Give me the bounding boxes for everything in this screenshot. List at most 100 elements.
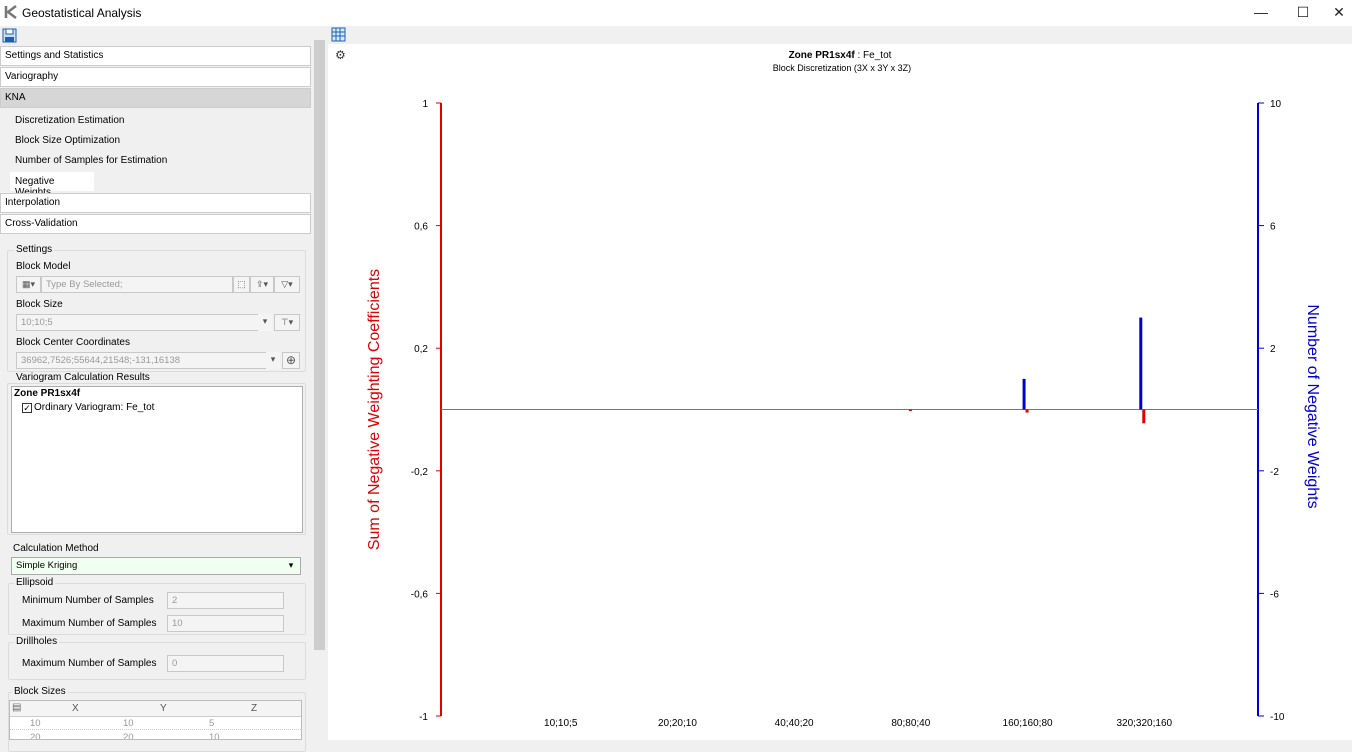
- block-sizes-table: ▤ X Y Z 10 10 5 20 20 10: [9, 700, 302, 740]
- settings-group-label: Settings: [14, 244, 55, 255]
- table-header: ▤ X Y Z: [10, 701, 301, 717]
- right-tick-label: -2: [1270, 467, 1279, 478]
- max-samples-label: Maximum Number of Samples: [22, 618, 157, 629]
- min-samples-label: Minimum Number of Samples: [22, 595, 154, 606]
- bar-negative-coefficients-sum: [1025, 409, 1029, 413]
- cell[interactable]: 10: [30, 718, 41, 729]
- nav-negative-weights[interactable]: Negative Weights: [10, 172, 94, 198]
- calc-method-select[interactable]: Simple Kriging: [11, 557, 301, 575]
- settings-group: [7, 250, 306, 372]
- variogram-tree: Zone PR1sx4f ✓ Ordinary Variogram: Fe_to…: [11, 386, 303, 533]
- tree-variogram-item[interactable]: Ordinary Variogram: Fe_tot: [34, 402, 155, 413]
- drillholes-max-samples-label: Maximum Number of Samples: [22, 658, 157, 669]
- app-logo-icon: [4, 5, 17, 19]
- tree-zone-label: Zone PR1sx4f: [14, 388, 81, 399]
- x-tick-label: 40;40;20: [775, 718, 814, 729]
- close-button[interactable]: ✕: [1333, 4, 1345, 20]
- right-tick-label: 2: [1270, 344, 1276, 355]
- crosshair-icon[interactable]: ⊕: [282, 352, 300, 369]
- block-size-label: Block Size: [16, 299, 63, 310]
- nav-variography[interactable]: Variography: [0, 67, 311, 87]
- calc-method-label: Calculation Method: [13, 543, 99, 554]
- drillholes-group: [8, 642, 306, 680]
- right-tick-label: -6: [1270, 589, 1279, 600]
- bar-negative-weights-count: [1139, 317, 1143, 410]
- table-row[interactable]: 10 10 5: [10, 717, 301, 730]
- nav-interpolation[interactable]: Interpolation: [0, 193, 311, 213]
- bar-negative-coefficients-sum: [1142, 409, 1146, 424]
- chevron-down-icon[interactable]: ▾: [258, 314, 272, 331]
- x-tick-label: 10;10;5: [544, 718, 578, 729]
- chevron-down-icon[interactable]: ▾: [266, 352, 280, 369]
- col-header-z[interactable]: Z: [251, 703, 258, 714]
- chart-area: ⚙ Zone PR1sx4f : Fe_tot Block Discretiza…: [328, 44, 1352, 740]
- left-tick-label: 0,6: [414, 222, 428, 233]
- filter-icon[interactable]: ▽▾: [274, 276, 300, 293]
- block-model-input[interactable]: Type By Selected;: [41, 276, 233, 293]
- table-menu-icon[interactable]: ▤: [12, 702, 22, 713]
- cell[interactable]: 20: [30, 732, 41, 740]
- ellipsoid-group-label: Ellipsoid: [14, 577, 56, 588]
- chevron-down-icon[interactable]: ▾: [288, 560, 294, 570]
- ruler-icon[interactable]: ⊤▾: [274, 314, 300, 331]
- block-sizes-group-label: Block Sizes: [12, 686, 68, 697]
- x-tick-label: 20;20;10: [658, 718, 697, 729]
- cell[interactable]: 5: [209, 718, 215, 729]
- block-size-input[interactable]: 10;10;5: [16, 314, 272, 331]
- minimize-button[interactable]: —: [1254, 4, 1268, 20]
- nav-number-of-samples[interactable]: Number of Samples for Estimation: [15, 155, 168, 166]
- nav-kna[interactable]: KNA: [0, 88, 311, 108]
- ellipsoid-group: [8, 583, 306, 635]
- left-tick-label: 0,2: [414, 344, 428, 355]
- nav-block-size-optimization[interactable]: Block Size Optimization: [15, 135, 121, 146]
- select-icon[interactable]: ⬚: [233, 276, 250, 293]
- right-tick-label: 6: [1270, 222, 1276, 233]
- bar-negative-coefficients-sum: [908, 409, 912, 411]
- variogram-checkbox[interactable]: ✓: [22, 403, 32, 413]
- title-bar: Geostatistical Analysis — ☐ ✕: [0, 0, 1352, 26]
- block-model-picker-icon[interactable]: ▦▾: [16, 276, 41, 293]
- block-center-label: Block Center Coordinates: [16, 337, 130, 348]
- block-center-input[interactable]: 36962,7526;55644,21548;-131,16138: [16, 352, 280, 369]
- left-tick-label: -0,2: [411, 467, 429, 478]
- drillholes-max-samples-input[interactable]: 0: [167, 655, 284, 672]
- gear-icon[interactable]: ⚙: [335, 48, 346, 62]
- table-grid-icon[interactable]: [331, 27, 346, 42]
- left-tick-label: -1: [419, 712, 428, 723]
- min-samples-input[interactable]: 2: [167, 592, 284, 609]
- chart-title: Zone PR1sx4f: [789, 50, 856, 61]
- table-row[interactable]: 20 20 10: [10, 731, 301, 740]
- variogram-group: [7, 383, 306, 535]
- right-axis-title: Number of Negative Weights: [1304, 304, 1321, 508]
- svg-text:Zone PR1sx4f : Fe_tot: Zone PR1sx4f : Fe_tot: [789, 50, 892, 61]
- left-axis-title: Sum of Negative Weighting Coefficients: [366, 269, 383, 550]
- cell[interactable]: 10: [123, 718, 134, 729]
- x-tick-label: 160;160;80: [1003, 718, 1053, 729]
- maximize-button[interactable]: ☐: [1296, 4, 1310, 20]
- col-header-y[interactable]: Y: [160, 703, 167, 714]
- cell[interactable]: 20: [123, 732, 134, 740]
- left-tick-label: 1: [422, 99, 428, 110]
- nav-settings-and-statistics[interactable]: Settings and Statistics: [0, 46, 311, 66]
- variogram-group-label: Variogram Calculation Results: [14, 372, 152, 383]
- nav-discretization-estimation[interactable]: Discretization Estimation: [15, 115, 125, 126]
- right-tick-label: 10: [1270, 99, 1282, 110]
- nav-cross-validation[interactable]: Cross-Validation: [0, 214, 311, 234]
- window-title: Geostatistical Analysis: [22, 6, 142, 20]
- left-tick-label: -0,6: [411, 589, 429, 600]
- right-tick-label: -10: [1270, 712, 1285, 723]
- chart-svg: Zone PR1sx4f : Fe_tot Block Discretizati…: [366, 50, 1321, 729]
- chart-title-variable: : Fe_tot: [855, 50, 892, 61]
- drillholes-group-label: Drillholes: [14, 636, 60, 647]
- block-model-label: Block Model: [16, 261, 71, 272]
- max-samples-input[interactable]: 10: [167, 615, 284, 632]
- export-icon[interactable]: ⇪▾: [250, 276, 274, 293]
- left-panel: Settings and Statistics Variography KNA …: [0, 26, 311, 752]
- x-tick-label: 80;80;40: [891, 718, 930, 729]
- col-header-x[interactable]: X: [72, 703, 79, 714]
- cell[interactable]: 10: [209, 732, 220, 740]
- chart-toolbar: [328, 26, 1352, 44]
- scrollbar-thumb[interactable]: [314, 40, 325, 650]
- save-icon[interactable]: [2, 28, 17, 43]
- chart-subtitle: Block Discretization (3X x 3Y x 3Z): [773, 63, 911, 73]
